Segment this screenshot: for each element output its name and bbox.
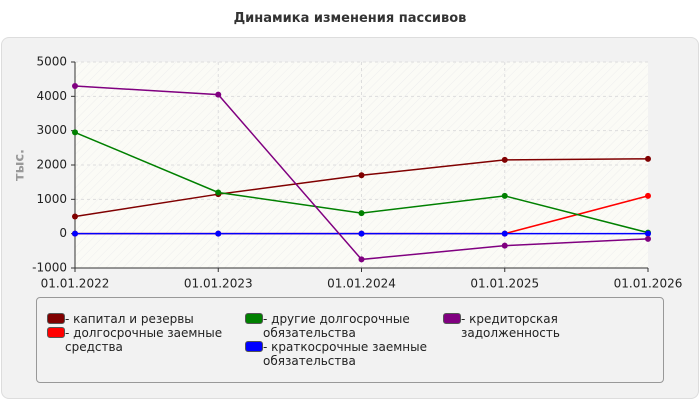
data-point — [645, 192, 651, 199]
y-tick-label: 3000 — [36, 123, 67, 137]
data-point — [501, 192, 508, 199]
data-point — [501, 230, 508, 237]
legend-swatch — [47, 313, 65, 324]
y-tick-label: 1000 — [36, 192, 67, 206]
y-axis-label: тыс. — [13, 149, 28, 181]
data-point — [645, 155, 651, 162]
chart-title: Динамика изменения пассивов — [233, 11, 467, 26]
y-tick-label: -1000 — [32, 261, 67, 275]
legend-swatch — [245, 341, 263, 352]
data-point — [72, 230, 78, 237]
data-point — [215, 230, 222, 237]
y-tick-label: 5000 — [36, 55, 67, 69]
data-point — [72, 129, 78, 136]
data-point — [72, 213, 78, 220]
legend-item: - кредиторская задолженность — [443, 312, 651, 340]
data-point — [215, 91, 222, 98]
y-tick-label: 4000 — [36, 89, 67, 103]
x-tick-label: 01.01.2023 — [184, 277, 253, 291]
data-point — [645, 230, 651, 237]
data-point — [358, 210, 365, 217]
x-tick-label: 01.01.2026 — [614, 277, 683, 291]
x-tick-label: 01.01.2024 — [327, 277, 396, 291]
legend-item: - другие долгосрочные обязательства — [245, 312, 453, 340]
data-point — [501, 242, 508, 249]
data-point — [501, 156, 508, 163]
data-point — [215, 189, 222, 196]
legend-label: - долгосрочные заемные средства — [65, 326, 223, 354]
legend-label: - кредиторская задолженность — [461, 312, 560, 340]
x-tick-label: 01.01.2022 — [41, 277, 110, 291]
legend-label: - другие долгосрочные обязательства — [263, 312, 410, 340]
legend-label: - капитал и резервы — [65, 312, 194, 326]
data-point — [72, 83, 78, 90]
legend-swatch — [443, 313, 461, 324]
legend-label: - краткосрочные заемные обязательства — [263, 340, 427, 368]
y-tick-label: 2000 — [36, 158, 67, 172]
legend-item: - долгосрочные заемные средства — [47, 326, 255, 354]
legend-swatch — [245, 313, 263, 324]
y-tick-label: 0 — [59, 226, 67, 240]
legend: - капитал и резервы - долгосрочные заемны… — [36, 297, 664, 383]
legend-item: - краткосрочные заемные обязательства — [245, 340, 453, 368]
legend-item: - капитал и резервы — [47, 312, 255, 326]
data-point — [358, 230, 365, 237]
x-tick-label: 01.01.2025 — [470, 277, 539, 291]
data-point — [358, 172, 365, 179]
legend-swatch — [47, 327, 65, 338]
data-point — [645, 235, 651, 242]
data-point — [358, 256, 365, 263]
